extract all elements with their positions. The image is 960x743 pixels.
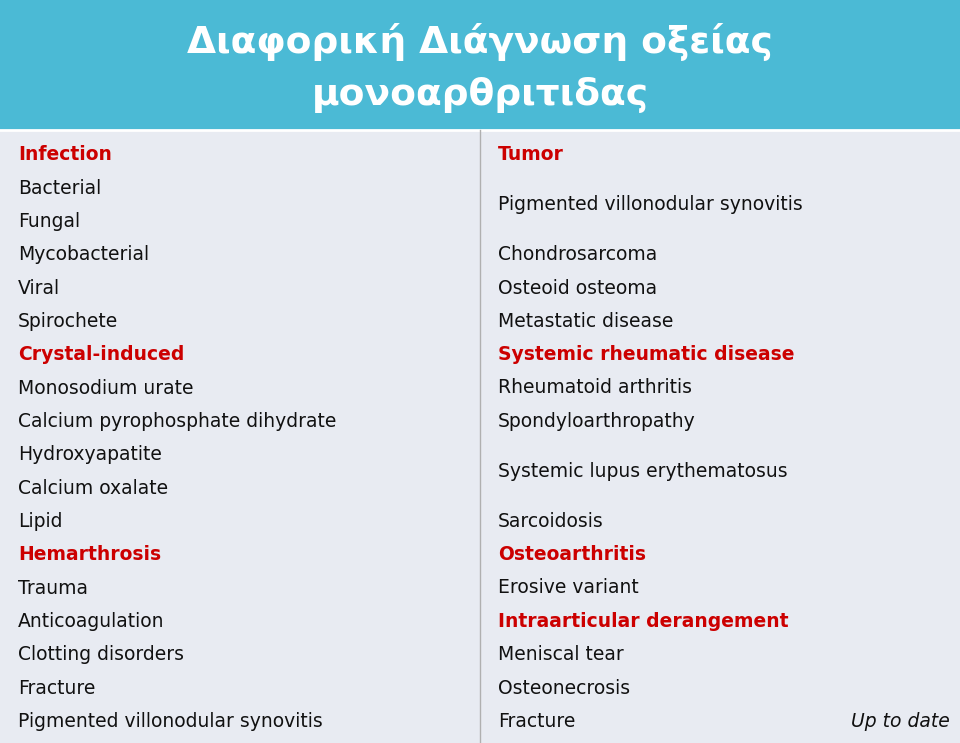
Text: Infection: Infection (18, 145, 112, 164)
Text: Pigmented villonodular synovitis: Pigmented villonodular synovitis (18, 712, 323, 731)
Text: Crystal-induced: Crystal-induced (18, 345, 184, 364)
Text: Fracture: Fracture (498, 712, 575, 731)
Text: Osteoarthritis: Osteoarthritis (498, 545, 646, 564)
Text: Osteonecrosis: Osteonecrosis (498, 678, 630, 698)
Text: Viral: Viral (18, 279, 60, 297)
Text: Metastatic disease: Metastatic disease (498, 312, 673, 331)
Bar (0, 130, 960, 743)
Text: Calcium oxalate: Calcium oxalate (18, 478, 168, 498)
Text: Trauma: Trauma (18, 579, 88, 597)
Text: Systemic rheumatic disease: Systemic rheumatic disease (498, 345, 795, 364)
Text: Lipid: Lipid (18, 512, 62, 531)
Text: Pigmented villonodular synovitis: Pigmented villonodular synovitis (498, 195, 803, 214)
Text: μονοαρθριτιδας: μονοαρθριτιδας (311, 77, 649, 113)
Text: Erosive variant: Erosive variant (498, 579, 638, 597)
Text: Bacterial: Bacterial (18, 178, 101, 198)
Text: Monosodium urate: Monosodium urate (18, 378, 194, 398)
Text: Fungal: Fungal (18, 212, 80, 231)
Text: Systemic lupus erythematosus: Systemic lupus erythematosus (498, 462, 787, 481)
Text: Chondrosarcoma: Chondrosarcoma (498, 245, 658, 265)
Text: Spondyloarthropathy: Spondyloarthropathy (498, 412, 696, 431)
Text: Up to date: Up to date (852, 712, 950, 731)
Text: Fracture: Fracture (18, 678, 95, 698)
Text: Hemarthrosis: Hemarthrosis (18, 545, 161, 564)
Text: Anticoagulation: Anticoagulation (18, 611, 164, 631)
Text: Osteoid osteoma: Osteoid osteoma (498, 279, 658, 297)
Text: Calcium pyrophosphate dihydrate: Calcium pyrophosphate dihydrate (18, 412, 336, 431)
Text: Tumor: Tumor (498, 145, 564, 164)
Text: Sarcoidosis: Sarcoidosis (498, 512, 604, 531)
Text: Hydroxyapatite: Hydroxyapatite (18, 445, 162, 464)
Text: Διαφορική Διάγνωση οξείας: Διαφορική Διάγνωση οξείας (187, 23, 773, 61)
Text: Spirochete: Spirochete (18, 312, 118, 331)
Bar (0, 0, 960, 130)
Text: Intraarticular derangement: Intraarticular derangement (498, 611, 788, 631)
Text: Mycobacterial: Mycobacterial (18, 245, 149, 265)
Text: Rheumatoid arthritis: Rheumatoid arthritis (498, 378, 692, 398)
Text: Clotting disorders: Clotting disorders (18, 645, 184, 664)
Text: Meniscal tear: Meniscal tear (498, 645, 624, 664)
